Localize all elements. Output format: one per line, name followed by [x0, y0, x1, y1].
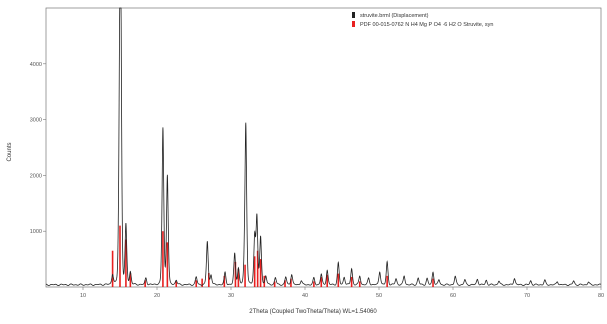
x-tick-label: 30 — [228, 293, 234, 299]
legend-label: PDF 00-015-0762 N H4 Mg P O4 ·6 H2 O Str… — [360, 22, 493, 28]
x-tick-label: 50 — [376, 293, 382, 299]
plot-area — [45, 7, 602, 288]
x-tick-label: 70 — [524, 293, 530, 299]
series-layer — [45, 7, 602, 287]
x-tick-label: 20 — [154, 293, 160, 299]
y-tick-label: 4000 — [30, 62, 42, 68]
y-tick-label: 3000 — [30, 118, 42, 124]
x-axis-ticks: 10 20 30 40 50 60 70 80 — [80, 287, 604, 299]
x-axis-title: 2Theta (Coupled TwoTheta/Theta) WL=1.540… — [249, 309, 377, 315]
plot-frame — [45, 7, 602, 288]
legend: struvite.brml (Displacement) PDF 00-015-0… — [352, 12, 493, 28]
x-tick-label: 10 — [80, 293, 86, 299]
legend-swatch — [352, 12, 355, 18]
y-tick-label: 2000 — [30, 173, 42, 179]
y-axis-title: Counts — [7, 142, 13, 161]
measured-pattern-line — [45, 7, 602, 286]
legend-swatch — [352, 21, 355, 27]
y-tick-label: 1000 — [30, 229, 42, 235]
x-tick-label: 80 — [598, 293, 604, 299]
x-tick-label: 40 — [302, 293, 308, 299]
x-tick-label: 60 — [450, 293, 456, 299]
legend-label: struvite.brml (Displacement) — [360, 13, 429, 19]
y-axis-ticks: 1000 2000 3000 4000 — [30, 62, 46, 235]
